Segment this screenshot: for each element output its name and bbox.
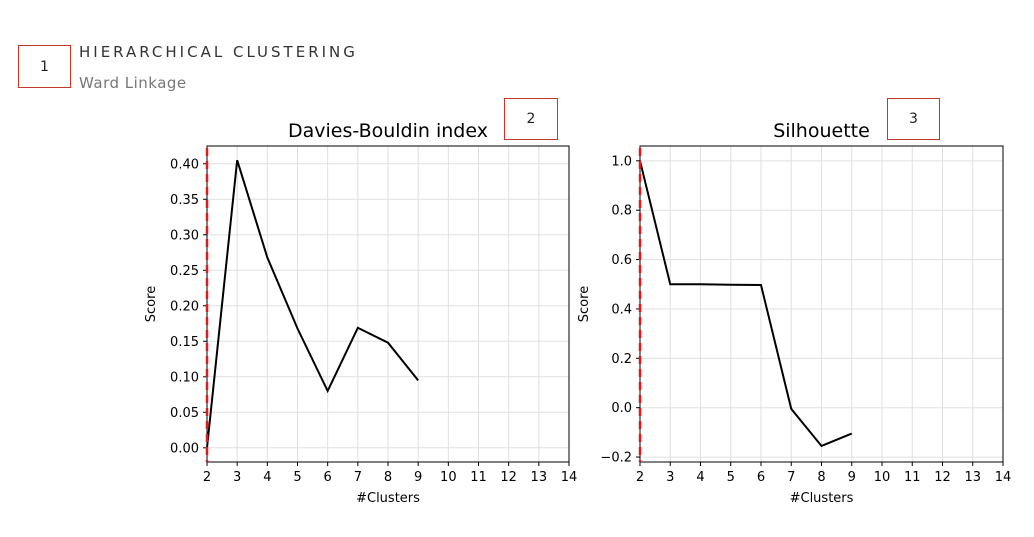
y-tick-label: 0.4 <box>611 302 632 317</box>
x-tick-label: 8 <box>817 470 825 485</box>
y-tick-label: 0.2 <box>611 352 632 367</box>
y-tick-label: 0.15 <box>170 335 199 350</box>
page-subtitle: Ward Linkage <box>79 74 187 92</box>
x-tick-label: 14 <box>995 470 1012 485</box>
x-axis-label: #Clusters <box>790 491 854 506</box>
y-tick-label: 0.35 <box>170 193 199 208</box>
x-tick-label: 4 <box>696 470 704 485</box>
x-tick-label: 9 <box>848 470 856 485</box>
x-tick-label: 13 <box>531 470 548 485</box>
chart-1: 2 3 4 5 6 7 8 9 10 11 12 13 14 0.00 0.05 0.10 0.15 0.20 0.… <box>144 120 577 506</box>
x-tick-label: 13 <box>964 470 981 485</box>
x-tick-label: 14 <box>561 470 578 485</box>
x-tick-label: 4 <box>263 470 271 485</box>
chart-title: Davies-Bouldin index <box>288 120 488 142</box>
y-tick-label: 0.25 <box>170 264 199 279</box>
callout-2: 2 <box>504 98 558 140</box>
y-tick-label: −0.2 <box>600 451 632 466</box>
y-tick-label: 0.05 <box>170 406 199 421</box>
y-tick-label: 0.20 <box>170 299 199 314</box>
x-tick-label: 12 <box>934 470 951 485</box>
y-tick-label: 0.00 <box>170 441 199 456</box>
x-tick-label: 10 <box>440 470 457 485</box>
y-tick-label: 0.40 <box>170 157 199 172</box>
x-tick-label: 2 <box>203 470 211 485</box>
x-tick-label: 7 <box>787 470 795 485</box>
x-tick-label: 6 <box>324 470 332 485</box>
x-tick-label: 2 <box>636 470 644 485</box>
x-tick-label: 3 <box>666 470 674 485</box>
series-line <box>639 160 853 448</box>
chart-2: 2 3 4 5 6 7 8 9 10 11 12 13 14 −0.2 0.0 0.2 0.4 0.6 0.8 1.0… <box>577 120 1011 506</box>
page-title: HIERARCHICAL CLUSTERING <box>79 43 358 61</box>
x-tick-label: 5 <box>727 470 735 485</box>
callout-3: 3 <box>887 98 940 140</box>
x-tick-label: 12 <box>500 470 517 485</box>
y-tick-label: 1.0 <box>611 154 632 169</box>
chart-title: Silhouette <box>773 120 870 142</box>
x-tick-label: 9 <box>414 470 422 485</box>
x-tick-label: 11 <box>904 470 921 485</box>
x-tick-label: 10 <box>874 470 891 485</box>
x-tick-label: 8 <box>384 470 392 485</box>
callout-1: 1 <box>18 45 71 88</box>
y-tick-label: 0.0 <box>611 401 632 416</box>
y-tick-label: 0.6 <box>611 253 632 268</box>
y-axis-label: Score <box>144 286 159 322</box>
x-tick-label: 3 <box>233 470 241 485</box>
x-axis-label: #Clusters <box>356 491 420 506</box>
y-tick-label: 0.8 <box>611 204 632 219</box>
x-tick-label: 5 <box>293 470 301 485</box>
y-tick-label: 0.10 <box>170 370 199 385</box>
x-tick-label: 11 <box>470 470 487 485</box>
y-axis-label: Score <box>577 286 592 322</box>
series-line <box>206 159 419 448</box>
y-tick-label: 0.30 <box>170 228 199 243</box>
x-tick-label: 6 <box>757 470 765 485</box>
x-tick-label: 7 <box>354 470 362 485</box>
